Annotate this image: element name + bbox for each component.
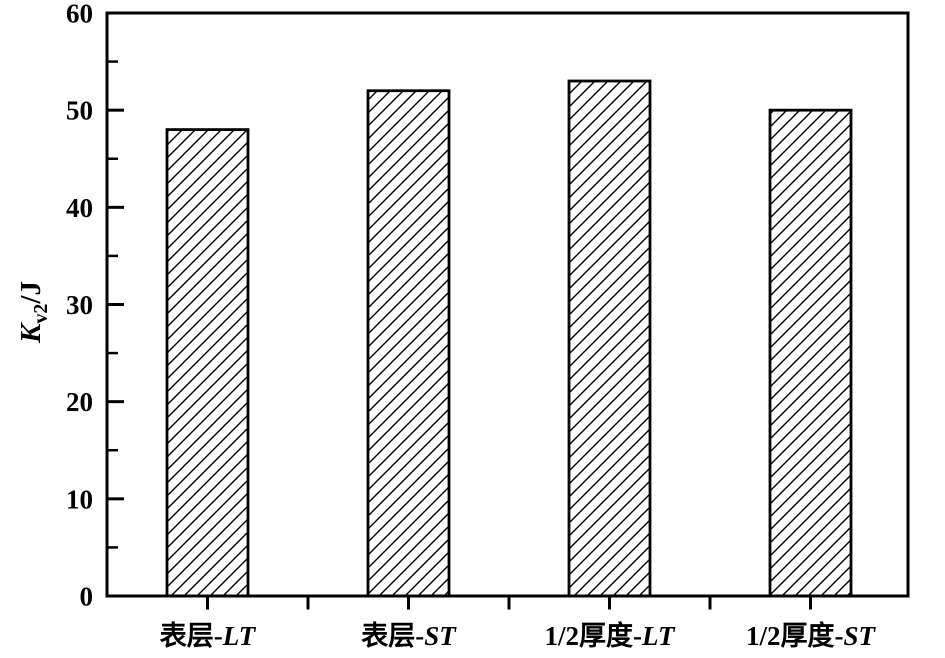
x-label-prefix: 1/2厚度- (746, 620, 844, 651)
bar-1 (165, 128, 250, 598)
plot-frame (105, 11, 910, 598)
y-axis-label: Kv2/J (15, 281, 52, 344)
y-tick-label: 20 (66, 387, 93, 417)
y-label-subscript: v2 (30, 304, 52, 324)
plot-frame-group (105, 11, 910, 598)
x-label-prefix: 表层- (160, 621, 223, 651)
bar-3 (567, 79, 652, 598)
y-label-units: /J (15, 281, 47, 305)
y-tick-label: 60 (66, 0, 93, 29)
y-tick-label: 50 (66, 96, 93, 126)
x-category-label: 1/2厚度-ST (746, 620, 877, 651)
bar-2 (366, 89, 451, 598)
x-category-label: 表层-ST (361, 621, 457, 651)
x-category-label: 1/2厚度-LT (545, 620, 677, 651)
x-label-suffix: LT (641, 621, 676, 651)
y-tick-label: 0 (80, 582, 94, 612)
x-label-prefix: 1/2厚度- (545, 620, 643, 651)
y-tick-label: 10 (66, 484, 93, 514)
x-category-label: 表层-LT (160, 621, 257, 651)
axis-ticks-group (108, 11, 812, 610)
x-label-suffix: ST (424, 621, 457, 651)
x-label-suffix: ST (843, 621, 876, 651)
x-label-prefix: 表层- (361, 621, 424, 651)
bars-group (165, 79, 853, 598)
y-label-main: K (15, 322, 47, 344)
y-tick-label: 30 (66, 290, 93, 320)
bar-4 (768, 108, 853, 598)
y-tick-label: 40 (66, 193, 93, 223)
x-label-suffix: LT (222, 621, 257, 651)
